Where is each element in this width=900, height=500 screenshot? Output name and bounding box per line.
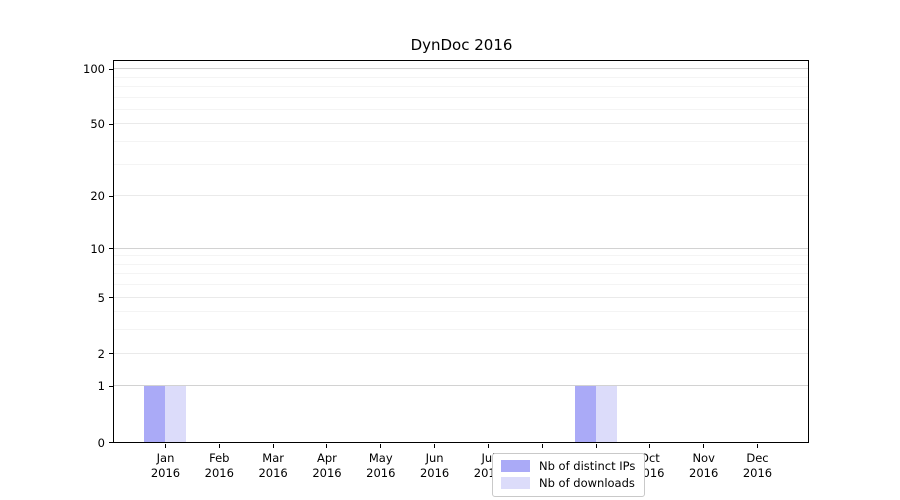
legend-row: Nb of downloads	[501, 476, 635, 490]
gridline	[114, 352, 808, 354]
bar-sep-s1	[595, 385, 617, 442]
x-tick	[487, 444, 489, 448]
gridline	[114, 296, 808, 298]
plot-area: Nb of distinct IPs Nb of downloads	[113, 60, 809, 497]
gridline	[114, 68, 808, 70]
gridline	[114, 284, 808, 286]
x-tick-label-mar: Mar 2016	[258, 450, 288, 480]
y-tick-label: 100	[83, 62, 105, 77]
x-tick	[595, 444, 597, 448]
y-tick	[109, 123, 113, 125]
y-tick-label: 5	[97, 290, 105, 305]
legend-swatch	[501, 477, 530, 489]
gridline	[114, 96, 808, 98]
y-tick	[109, 353, 113, 355]
gridline	[114, 255, 808, 257]
gridline	[114, 86, 808, 87]
x-tick-label-jan: Jan 2016	[150, 450, 181, 480]
legend-label: Nb of downloads	[539, 476, 635, 490]
x-tick	[757, 444, 758, 448]
y-tick-label: 10	[90, 241, 105, 256]
y-tick	[109, 195, 113, 197]
x-tick-label-dec: Dec 2016	[742, 450, 773, 480]
chart-title: DynDoc 2016	[410, 36, 513, 54]
gridline	[114, 273, 808, 275]
x-tick	[272, 444, 274, 448]
legend-swatch	[501, 460, 530, 472]
bar-jan-s1	[165, 385, 186, 442]
x-tick-label-nov: Nov 2016	[689, 450, 719, 480]
y-tick	[109, 248, 113, 249]
legend-label: Nb of distinct IPs	[539, 459, 636, 473]
y-tick-label: 50	[90, 117, 105, 132]
x-tick	[703, 444, 705, 448]
plot-inner	[114, 61, 808, 442]
x-tick	[380, 444, 382, 448]
gridline	[114, 329, 808, 331]
gridline	[114, 141, 808, 143]
x-tick	[165, 444, 166, 448]
x-tick	[649, 444, 651, 448]
x-tick	[434, 444, 436, 448]
y-tick	[109, 297, 113, 299]
gridline	[114, 108, 808, 110]
y-tick	[109, 68, 113, 70]
legend-row: Nb of distinct IPs	[501, 459, 635, 473]
x-tick	[541, 444, 543, 448]
legend: Nb of distinct IPs Nb of downloads	[492, 453, 646, 497]
y-tick-label: 1	[97, 379, 105, 394]
gridline	[114, 247, 808, 249]
gridline	[114, 311, 808, 313]
y-tick-label: 20	[90, 189, 105, 204]
x-tick-label-jun: Jun 2016	[419, 450, 450, 480]
x-tick	[326, 444, 328, 448]
gridline	[114, 263, 808, 265]
bar-jan-s0	[144, 385, 165, 442]
y-tick	[109, 442, 113, 443]
x-tick	[218, 444, 220, 448]
x-tick-label-apr: Apr 2016	[312, 450, 342, 480]
gridline	[114, 385, 808, 387]
y-tick-label: 0	[97, 435, 105, 450]
gridline	[114, 195, 808, 197]
x-tick-label-may: May 2016	[366, 450, 396, 480]
gridline	[114, 76, 808, 78]
gridline	[114, 163, 808, 165]
y-tick-label: 2	[97, 346, 105, 361]
y-tick	[109, 385, 113, 387]
gridline	[114, 123, 808, 125]
bar-sep-s0	[574, 385, 596, 442]
x-tick-label-feb: Feb 2016	[204, 450, 234, 480]
